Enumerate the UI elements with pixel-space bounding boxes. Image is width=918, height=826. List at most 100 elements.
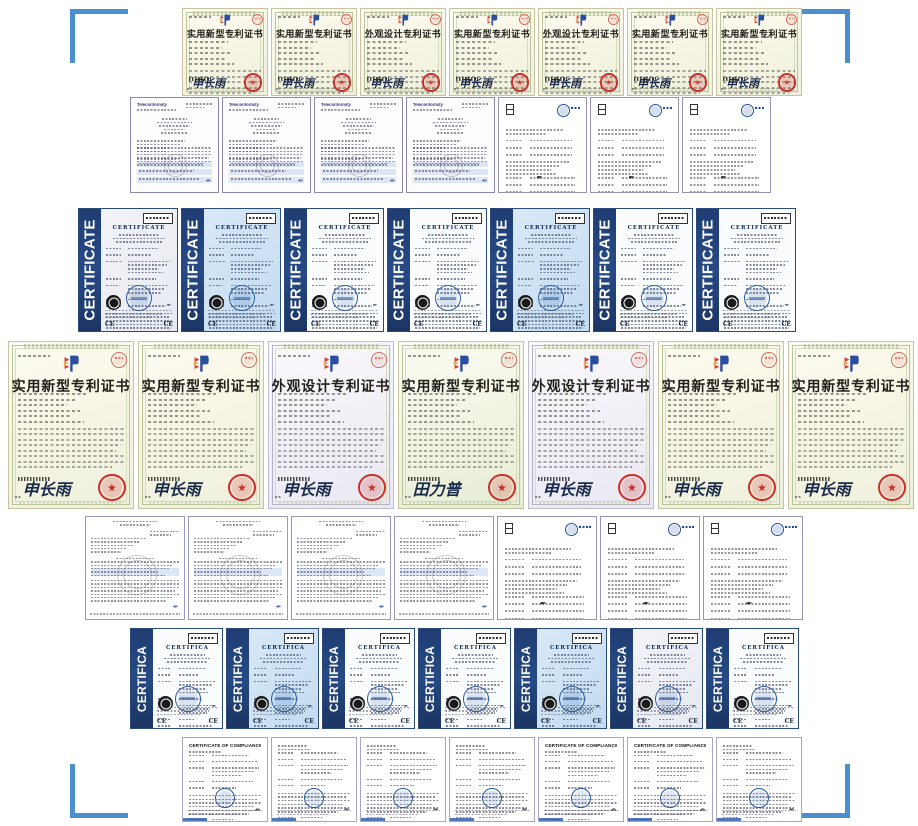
field-value xyxy=(437,247,468,250)
ce-mark-left-icon: CE xyxy=(517,321,527,328)
certificate-body: CERTIFICATE ✒ CE CE xyxy=(513,209,589,331)
text-line xyxy=(407,409,470,412)
teleconformity-report-card[interactable]: Teleconformity ✒ xyxy=(406,97,495,193)
compliance-certificate-card[interactable]: ✒ xyxy=(360,737,446,822)
declaration-document-card[interactable]: ✒ xyxy=(590,97,679,193)
patent-certificate-card[interactable]: 外观设计专利证书 申长雨 xyxy=(538,8,624,96)
test-report-card[interactable]: ✒ xyxy=(394,516,494,620)
compliance-intro xyxy=(634,751,706,753)
patent-certificate-card[interactable]: 实用新型专利证书 申长雨 xyxy=(449,8,535,96)
text-line xyxy=(541,713,584,715)
certificate-sidebar: CERTIFICATE xyxy=(594,209,616,331)
patent-certificate-card[interactable]: 外观设计专利证书 申长雨 xyxy=(360,8,446,96)
compliance-certificate-card[interactable]: CERTIFICATE OF COMPLIANCE✒ xyxy=(182,737,268,822)
certificate-footer xyxy=(445,707,506,717)
text-line xyxy=(690,165,745,167)
patent-certificate-card[interactable]: 外观设计专利证书 申长雨 xyxy=(528,341,654,509)
declaration-document-card[interactable]: ✒ xyxy=(497,516,597,620)
text-line xyxy=(746,268,777,270)
certification-body-logo-icon xyxy=(761,213,791,224)
text-line xyxy=(106,323,169,326)
field-value xyxy=(274,667,302,670)
field-value-wrap xyxy=(754,667,793,672)
text-line xyxy=(524,237,578,240)
text-line xyxy=(415,323,478,326)
agency-logo-icon xyxy=(690,104,698,115)
patent-certificate-card[interactable]: 实用新型专利证书 申长雨 xyxy=(182,8,268,96)
compliance-certificate-card[interactable]: ✒ xyxy=(271,737,357,822)
compliance-certificate-card[interactable]: ✒ xyxy=(449,737,535,822)
text-line xyxy=(319,521,363,523)
patent-certificate-card[interactable]: 实用新型专利证书 申长雨 xyxy=(627,8,713,96)
field-row xyxy=(518,278,584,282)
certificate-sidebar: CERTIFICA xyxy=(323,629,345,728)
patent-certificate-card[interactable]: 实用新型专利证书 申长雨 xyxy=(138,341,264,509)
patent-certificate-card[interactable]: 外观设计专利证书 申长雨 xyxy=(268,341,394,509)
compliance-certificate-card[interactable]: CERTIFICATE OF COMPLIANCE✒ xyxy=(627,737,713,822)
field-key xyxy=(690,139,708,142)
address-block xyxy=(711,580,795,594)
field-key-wrap xyxy=(106,247,124,252)
teleconformity-report-card[interactable]: Teleconformity ✒ xyxy=(130,97,219,193)
declaration-document-card[interactable]: ✒ xyxy=(682,97,771,193)
teleconformity-report-card[interactable]: Teleconformity ✒ xyxy=(222,97,311,193)
text-line xyxy=(567,774,599,777)
declaration-document-card[interactable]: ✒ xyxy=(498,97,587,193)
test-report-card[interactable]: ✒ xyxy=(291,516,391,620)
certificate-card[interactable]: CERTIFICATE CERTIFICATE ✒ CE CE xyxy=(593,208,693,332)
declaration-document-card[interactable]: ✒ xyxy=(600,516,700,620)
certificate-card[interactable]: CERTIFICATE CERTIFICATE ✒ CE CE xyxy=(78,208,178,332)
text-line xyxy=(194,544,237,546)
patent-certificate-card[interactable]: 实用新型专利证书 申长雨 xyxy=(658,341,784,509)
compliance-certificate-card[interactable]: ✒ xyxy=(716,737,802,822)
certificate-card[interactable]: CERTIFICATE CERTIFICATE ✒ CE CE xyxy=(696,208,796,332)
field-key-wrap xyxy=(189,787,208,791)
text-line xyxy=(722,52,765,55)
text-line xyxy=(229,150,304,152)
field-value-wrap xyxy=(713,139,763,144)
field-key-wrap xyxy=(598,153,617,158)
compliance-certificate-card[interactable]: CERTIFICATE OF COMPLIANCE✒ xyxy=(538,737,624,822)
text-line xyxy=(667,444,772,447)
certificate-card[interactable]: CERTIFICATE CERTIFICATE ✒ CE CE xyxy=(490,208,590,332)
field-value-wrap xyxy=(656,760,706,765)
authorized-signature: ✒ xyxy=(481,603,487,611)
field-value-wrap xyxy=(713,177,763,181)
certificate-card[interactable]: CERTIFICATE CERTIFICATE ✒ CE CE xyxy=(387,208,487,332)
teleconformity-report-card[interactable]: Teleconformity ✒ xyxy=(314,97,403,193)
patent-certificate-card[interactable]: 实用新型专利证书 申长雨 xyxy=(8,341,134,509)
declaration-document-card[interactable]: ✒ xyxy=(703,516,803,620)
field-value-wrap xyxy=(478,764,528,776)
text-line xyxy=(667,449,766,452)
ornament-top xyxy=(193,11,257,16)
field-value xyxy=(389,784,415,787)
text-line xyxy=(518,327,583,329)
patent-certificate-card[interactable]: 实用新型专利证书 申长雨 xyxy=(788,341,914,509)
patent-certificate-card[interactable]: 实用新型专利证书 申长雨 xyxy=(271,8,357,96)
patent-certificate-card[interactable]: 实用新型专利证书 田力普 xyxy=(398,341,524,509)
test-report-card[interactable]: ✒ xyxy=(85,516,185,620)
field-key xyxy=(446,725,460,727)
patent-certificate-card[interactable]: 实用新型专利证书 申长雨 xyxy=(716,8,802,96)
text-line xyxy=(458,534,480,536)
text-line xyxy=(690,173,742,175)
certificate-card[interactable]: CERTIFICATE CERTIFICATE ✒ CE CE xyxy=(181,208,281,332)
field-key-wrap xyxy=(542,667,559,672)
signature-label xyxy=(187,87,192,90)
field-key xyxy=(711,596,731,598)
field-value-wrap xyxy=(178,718,217,723)
text-line xyxy=(541,710,594,712)
text-line xyxy=(544,52,587,55)
text-line xyxy=(633,70,707,73)
patent-title: 实用新型专利证书 xyxy=(11,379,131,396)
text-line xyxy=(517,313,576,315)
test-report-card[interactable]: ✒ xyxy=(188,516,288,620)
certificate-card[interactable]: CERTIFICATE CERTIFICATE ✒ CE CE xyxy=(284,208,384,332)
